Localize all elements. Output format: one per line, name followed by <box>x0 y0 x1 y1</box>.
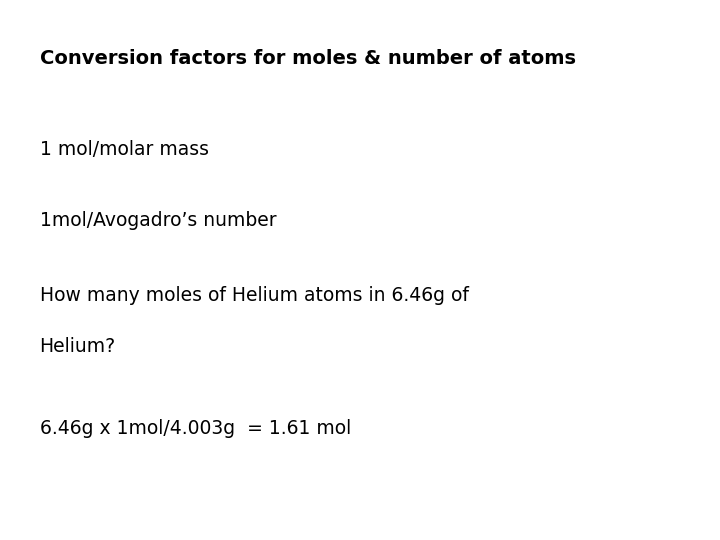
Text: 1 mol/molar mass: 1 mol/molar mass <box>40 140 209 159</box>
Text: 6.46g x 1mol/4.003g  = 1.61 mol: 6.46g x 1mol/4.003g = 1.61 mol <box>40 418 351 437</box>
Text: 1mol/Avogadro’s number: 1mol/Avogadro’s number <box>40 211 276 229</box>
Text: Helium?: Helium? <box>40 338 116 356</box>
Text: How many moles of Helium atoms in 6.46g of: How many moles of Helium atoms in 6.46g … <box>40 286 469 305</box>
Text: Conversion factors for moles & number of atoms: Conversion factors for moles & number of… <box>40 49 575 68</box>
